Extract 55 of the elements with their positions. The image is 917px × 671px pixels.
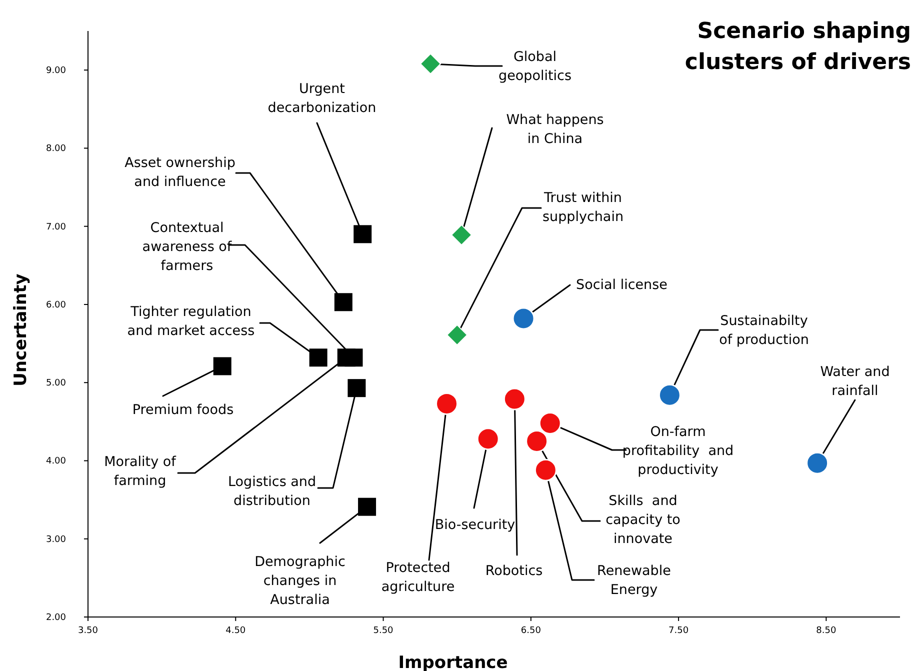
annotation: Skills and capacity to innovate (606, 493, 680, 547)
x-tick-label: 3.50 (78, 626, 98, 636)
point (358, 498, 376, 516)
point (806, 452, 829, 474)
annotation: Robotics (485, 563, 543, 579)
annotation: Urgent decarbonization (268, 81, 376, 116)
annotation: Tighter regulation and market access (127, 304, 255, 339)
point (213, 357, 232, 376)
x-tick-label: 4.50 (226, 626, 246, 636)
point (354, 225, 372, 244)
point (309, 348, 328, 367)
y-tick-label: 4.00 (46, 456, 66, 467)
annotation: Contextual awareness of farmers (142, 220, 233, 274)
annotation: Demographic changes in Australia (254, 554, 346, 608)
chart-title: Scenario shaping clusters of drivers (684, 19, 911, 75)
point (538, 412, 562, 434)
annotation: Water and rainfall (820, 364, 890, 399)
point (451, 224, 472, 246)
annotation: What happens in China (506, 112, 604, 147)
point (503, 388, 526, 410)
point (348, 379, 366, 398)
x-tick-label: 7.50 (668, 626, 689, 636)
point (512, 307, 535, 330)
annotation: Asset ownership and influence (124, 155, 236, 190)
point (420, 53, 442, 74)
point (476, 428, 500, 450)
point (436, 392, 458, 415)
annotation: Global geopolitics (498, 49, 572, 84)
x-tick-label: 6.50 (520, 626, 542, 636)
y-tick-label: 9.00 (46, 66, 66, 76)
annotation: Premium foods (132, 402, 234, 418)
x-tick-label: 8.50 (816, 626, 836, 636)
annotation: Sustainabilty of production (719, 313, 809, 348)
x-tick-label: 5.50 (373, 626, 394, 636)
y-tick-label: 7.00 (46, 222, 66, 232)
annotation: On-farm profitability and productivity (622, 424, 734, 478)
point (534, 458, 557, 482)
y-tick-label: 8.00 (46, 144, 66, 154)
annotation: Bio-security (434, 517, 516, 533)
y-tick-label: 6.00 (46, 300, 66, 310)
point (337, 348, 356, 367)
y-axis-title: Uncertainty (11, 274, 31, 386)
annotation: Protected agriculture (381, 560, 455, 595)
point (658, 384, 681, 406)
annotation: Morality of farming (104, 454, 178, 489)
y-tick-label: 3.00 (46, 534, 66, 545)
y-tick-label: 5.00 (46, 378, 66, 389)
point (526, 430, 548, 452)
annotation: Social license (576, 277, 668, 293)
point (334, 293, 352, 312)
annotation: Renewable Energy (597, 563, 671, 598)
annotation: Trust within supplychain (542, 190, 624, 225)
y-tick-label: 2.00 (46, 613, 66, 623)
annotation: Logistics and distribution (228, 474, 316, 509)
point (446, 324, 468, 346)
